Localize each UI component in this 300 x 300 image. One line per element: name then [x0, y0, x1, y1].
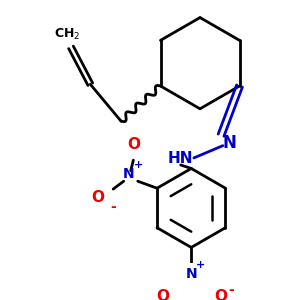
Text: N: N — [222, 134, 236, 152]
Text: O: O — [214, 289, 228, 300]
Text: N: N — [123, 167, 135, 181]
Text: N: N — [185, 267, 197, 281]
Text: CH$_2$: CH$_2$ — [54, 27, 81, 42]
Text: -: - — [110, 200, 116, 214]
Text: O: O — [157, 289, 170, 300]
Text: O: O — [127, 137, 140, 152]
Text: +: + — [134, 160, 143, 170]
Text: -: - — [229, 283, 235, 297]
Text: O: O — [91, 190, 104, 206]
Text: +: + — [195, 260, 205, 270]
Text: HN: HN — [168, 151, 194, 166]
